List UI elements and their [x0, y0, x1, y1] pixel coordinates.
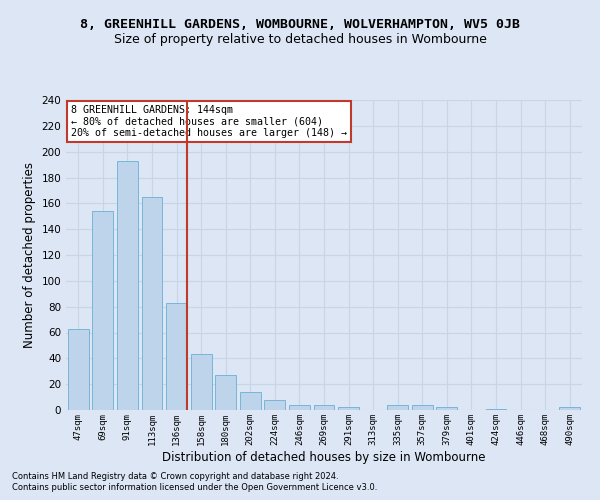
X-axis label: Distribution of detached houses by size in Wombourne: Distribution of detached houses by size … [162, 450, 486, 464]
Text: Size of property relative to detached houses in Wombourne: Size of property relative to detached ho… [113, 32, 487, 46]
Y-axis label: Number of detached properties: Number of detached properties [23, 162, 36, 348]
Bar [338, 408, 359, 410]
Bar [191, 354, 212, 410]
Bar [559, 408, 580, 410]
Text: 8, GREENHILL GARDENS, WOMBOURNE, WOLVERHAMPTON, WV5 0JB: 8, GREENHILL GARDENS, WOMBOURNE, WOLVERH… [80, 18, 520, 30]
Bar [240, 392, 261, 410]
Bar [412, 405, 433, 410]
Bar [314, 405, 334, 410]
Text: Contains HM Land Registry data © Crown copyright and database right 2024.: Contains HM Land Registry data © Crown c… [12, 472, 338, 481]
Bar [142, 197, 163, 410]
Bar [387, 405, 408, 410]
Bar [485, 408, 506, 410]
Bar [289, 405, 310, 410]
Bar [436, 408, 457, 410]
Bar [265, 400, 286, 410]
Bar [215, 375, 236, 410]
Text: 8 GREENHILL GARDENS: 144sqm
← 80% of detached houses are smaller (604)
20% of se: 8 GREENHILL GARDENS: 144sqm ← 80% of det… [71, 104, 347, 138]
Bar [166, 303, 187, 410]
Bar [68, 328, 89, 410]
Bar [92, 211, 113, 410]
Bar [117, 160, 138, 410]
Text: Contains public sector information licensed under the Open Government Licence v3: Contains public sector information licen… [12, 484, 377, 492]
